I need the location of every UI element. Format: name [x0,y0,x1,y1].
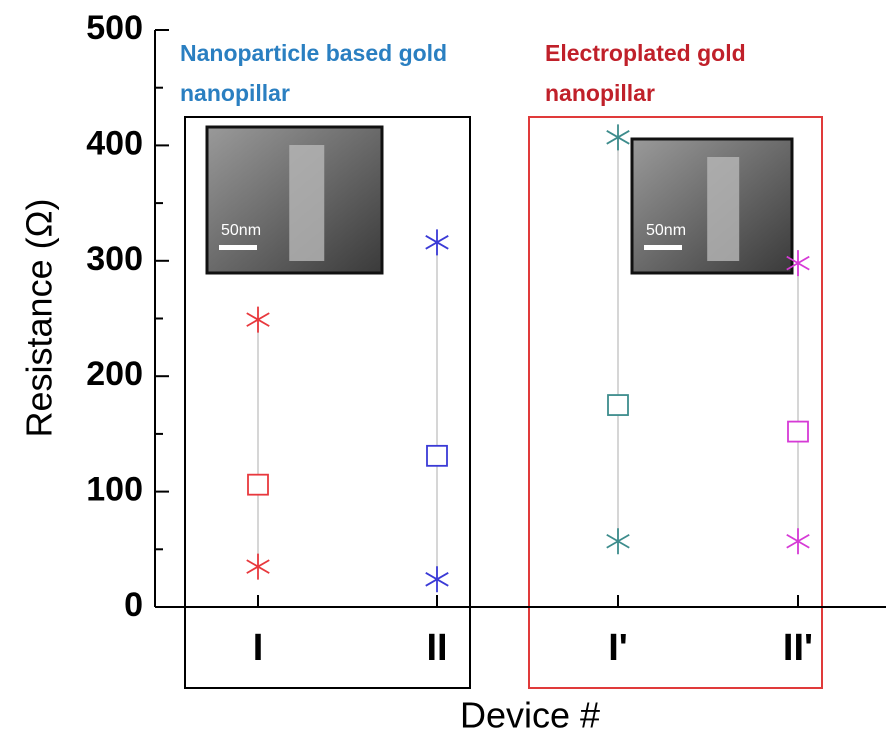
x-axis-label: Device # [460,695,600,736]
x-tick-label: I [253,627,264,669]
group-annotation: Nanoparticle based gold [180,40,447,66]
sem-pillar [289,145,324,261]
scale-label: 50nm [221,222,261,239]
x-tick-label: I' [608,627,628,669]
mean-marker [788,422,808,442]
y-tick-label: 500 [86,9,143,47]
y-axis-label: Resistance (Ω) [19,199,60,438]
x-tick-label: II' [783,627,813,669]
sem-pillar [707,157,739,261]
scale-bar [644,245,682,250]
mean-marker [427,446,447,466]
y-tick-label: 200 [86,355,143,393]
chart: Device # Resistance (Ω) Nanoparticle bas… [0,0,886,740]
min-marker [247,554,270,580]
min-marker [787,528,810,554]
x-tick-label: II [426,627,447,669]
y-tick-label: 0 [124,586,143,624]
scale-label: 50nm [646,222,686,239]
y-tick-label: 400 [86,124,143,162]
mean-marker [608,395,628,415]
group-annotation: Electroplated gold [545,40,746,66]
max-marker [607,124,630,150]
scale-bar [219,245,257,250]
max-marker [247,307,270,333]
max-marker [426,229,449,255]
y-tick-label: 300 [86,240,143,278]
group-annotation: nanopillar [545,80,655,106]
y-tick-label: 100 [86,471,143,509]
group-annotation: nanopillar [180,80,290,106]
min-marker [607,528,630,554]
min-marker [426,566,449,592]
mean-marker [248,475,268,495]
